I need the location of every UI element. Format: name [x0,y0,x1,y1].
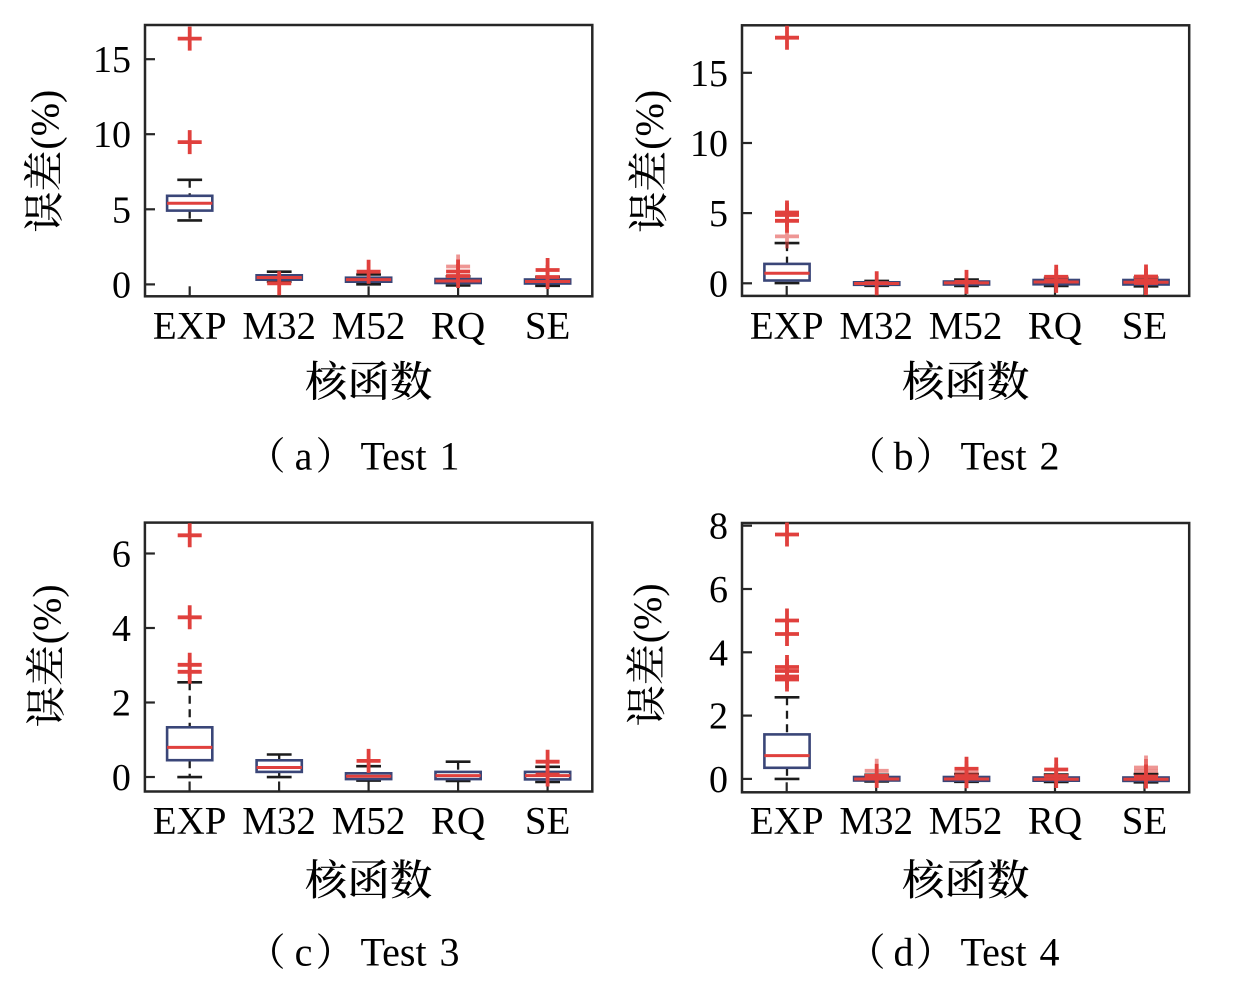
svg-text:0: 0 [709,263,728,305]
svg-text:RQ: RQ [1028,800,1082,843]
svg-text:3: 3 [440,930,460,975]
svg-text:(%): (%) [627,90,672,150]
svg-text:8: 8 [709,506,728,548]
svg-text:M52: M52 [332,800,406,843]
svg-text:a: a [295,433,313,478]
svg-text:15: 15 [690,53,728,95]
svg-text:b: b [894,433,914,478]
svg-text:4: 4 [112,608,131,650]
svg-text:M52: M52 [929,305,1003,348]
svg-text:SE: SE [525,800,571,843]
svg-text:c: c [295,930,313,975]
svg-text:2: 2 [1040,433,1060,478]
svg-text:Test: Test [961,433,1027,478]
svg-text:0: 0 [709,759,728,801]
svg-text:15: 15 [93,39,131,81]
svg-text:EXP: EXP [750,800,824,843]
svg-text:M32: M32 [242,800,316,843]
svg-text:6: 6 [112,534,131,576]
svg-text:M32: M32 [242,305,316,348]
svg-text:4: 4 [709,632,728,674]
svg-text:SE: SE [525,305,571,348]
svg-text:RQ: RQ [431,305,485,348]
svg-text:6: 6 [709,569,728,611]
svg-text:Test: Test [361,433,427,478]
svg-text:SE: SE [1122,800,1168,843]
svg-text:RQ: RQ [1028,305,1082,348]
svg-text:M52: M52 [929,800,1003,843]
svg-text:1: 1 [440,433,460,478]
svg-text:EXP: EXP [750,305,824,348]
svg-text:10: 10 [93,114,131,156]
svg-text:0: 0 [112,264,131,306]
svg-text:5: 5 [112,189,131,231]
svg-text:EXP: EXP [153,305,227,348]
svg-text:5: 5 [709,193,728,235]
svg-text:4: 4 [1040,930,1060,975]
svg-text:M32: M32 [839,800,913,843]
svg-text:M32: M32 [839,305,913,348]
svg-text:M52: M52 [332,305,406,348]
svg-text:d: d [894,930,914,975]
svg-text:Test: Test [361,930,427,975]
svg-text:SE: SE [1122,305,1168,348]
svg-text:2: 2 [112,683,131,725]
svg-text:(%): (%) [23,90,68,150]
svg-text:0: 0 [112,757,131,799]
svg-text:(%): (%) [25,584,70,644]
svg-text:Test: Test [961,930,1027,975]
svg-text:10: 10 [690,123,728,165]
svg-text:(%): (%) [625,583,670,643]
svg-text:EXP: EXP [153,800,227,843]
svg-text:RQ: RQ [431,800,485,843]
svg-text:2: 2 [709,696,728,738]
